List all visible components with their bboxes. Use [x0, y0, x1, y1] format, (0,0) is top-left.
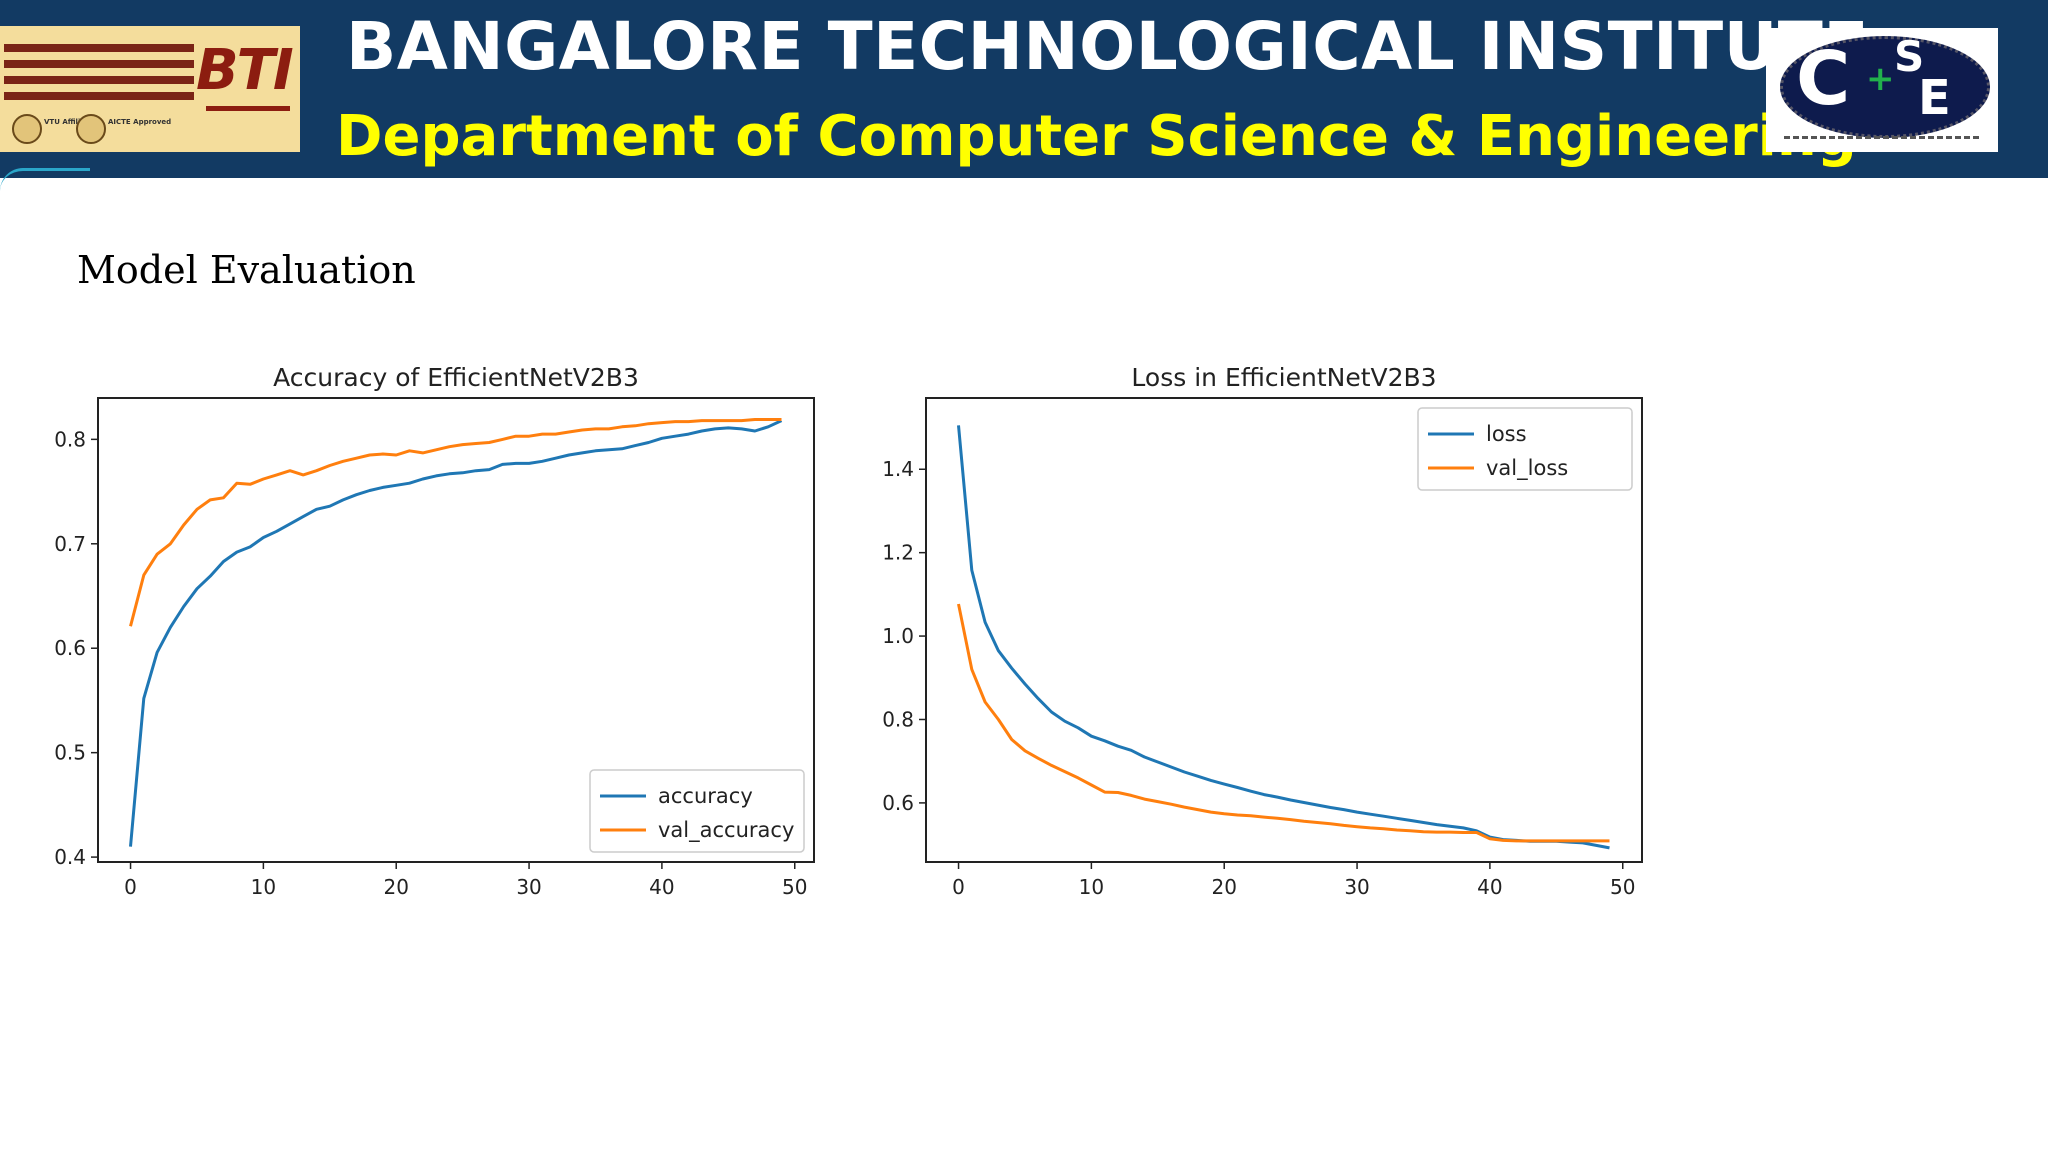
banner-swoosh-decoration — [0, 168, 90, 191]
plus-icon: + — [1866, 59, 1895, 99]
y-tick-label: 0.5 — [54, 741, 86, 765]
x-tick-label: 0 — [124, 875, 137, 899]
y-tick-label: 0.6 — [54, 636, 86, 660]
x-tick-label: 50 — [1610, 875, 1635, 899]
department-subtitle: Department of Computer Science & Enginee… — [336, 104, 1857, 169]
cse-logo-letter-c: C — [1796, 36, 1851, 122]
y-tick-label: 0.8 — [882, 707, 914, 731]
y-tick-label: 0.8 — [54, 427, 86, 451]
y-tick-label: 1.0 — [882, 624, 914, 648]
x-tick-label: 10 — [251, 875, 276, 899]
accuracy-chart: Accuracy of EfficientNetV2B3 0 10 20 30 40 50 0… — [54, 363, 815, 899]
x-tick-label: 30 — [516, 875, 541, 899]
cse-logo-letter-s: S — [1894, 32, 1925, 81]
x-tick-label: 10 — [1079, 875, 1104, 899]
loss-chart: Loss in EfficientNetV2B3 0 10 20 30 40 50 0.6 0.… — [882, 363, 1643, 899]
bti-logo: BTI VTU Affiliated AICTE Approved — [0, 26, 300, 152]
x-tick-label: 50 — [782, 875, 807, 899]
bti-logo-text: BTI — [196, 38, 294, 103]
loss-chart-title: Loss in EfficientNetV2B3 — [1131, 363, 1436, 392]
x-tick-label: 30 — [1344, 875, 1369, 899]
accuracy-plot-frame — [97, 397, 815, 863]
y-tick-label: 0.6 — [882, 791, 914, 815]
section-label: Model Evaluation — [77, 248, 416, 292]
y-tick-label: 0.4 — [54, 845, 86, 869]
accuracy-chart-title: Accuracy of EfficientNetV2B3 — [273, 363, 639, 392]
y-tick-label: 1.2 — [882, 541, 914, 565]
x-tick-label: 0 — [952, 875, 965, 899]
x-tick-label: 40 — [649, 875, 674, 899]
series-line-accuracy — [129, 419, 783, 847]
aicte-seal-icon — [76, 114, 106, 144]
legend-label-loss: loss — [1486, 422, 1527, 446]
loss-plot-frame — [925, 397, 1643, 863]
y-tick-label: 1.4 — [882, 457, 914, 481]
cse-logo-ellipse — [1780, 36, 1990, 138]
vtu-seal-icon — [12, 114, 42, 144]
legend-label-accuracy: accuracy — [658, 784, 753, 808]
cse-logo-caption-line — [1784, 136, 1980, 139]
legend-label-val-loss: val_loss — [1486, 456, 1568, 481]
institute-title: BANGALORE TECHNOLOGICAL INSTITUTE — [346, 8, 1869, 85]
accuracy-legend: accuracy val_accuracy — [589, 769, 805, 853]
series-line-val-loss — [957, 603, 1610, 843]
x-tick-label: 20 — [1211, 875, 1236, 899]
loss-legend: loss val_loss — [1417, 407, 1633, 491]
vtu-badge-text: VTU Affiliated — [44, 118, 99, 126]
aicte-badge-text: AICTE Approved — [108, 118, 172, 126]
series-line-val-accuracy — [129, 418, 782, 627]
cse-logo-letter-e: E — [1918, 70, 1951, 126]
cse-logo: C + S E — [1766, 28, 1998, 152]
x-tick-label: 20 — [383, 875, 408, 899]
header-banner — [0, 0, 2048, 178]
legend-label-val-accuracy: val_accuracy — [658, 818, 794, 843]
x-tick-label: 40 — [1477, 875, 1502, 899]
y-tick-label: 0.7 — [54, 532, 86, 556]
